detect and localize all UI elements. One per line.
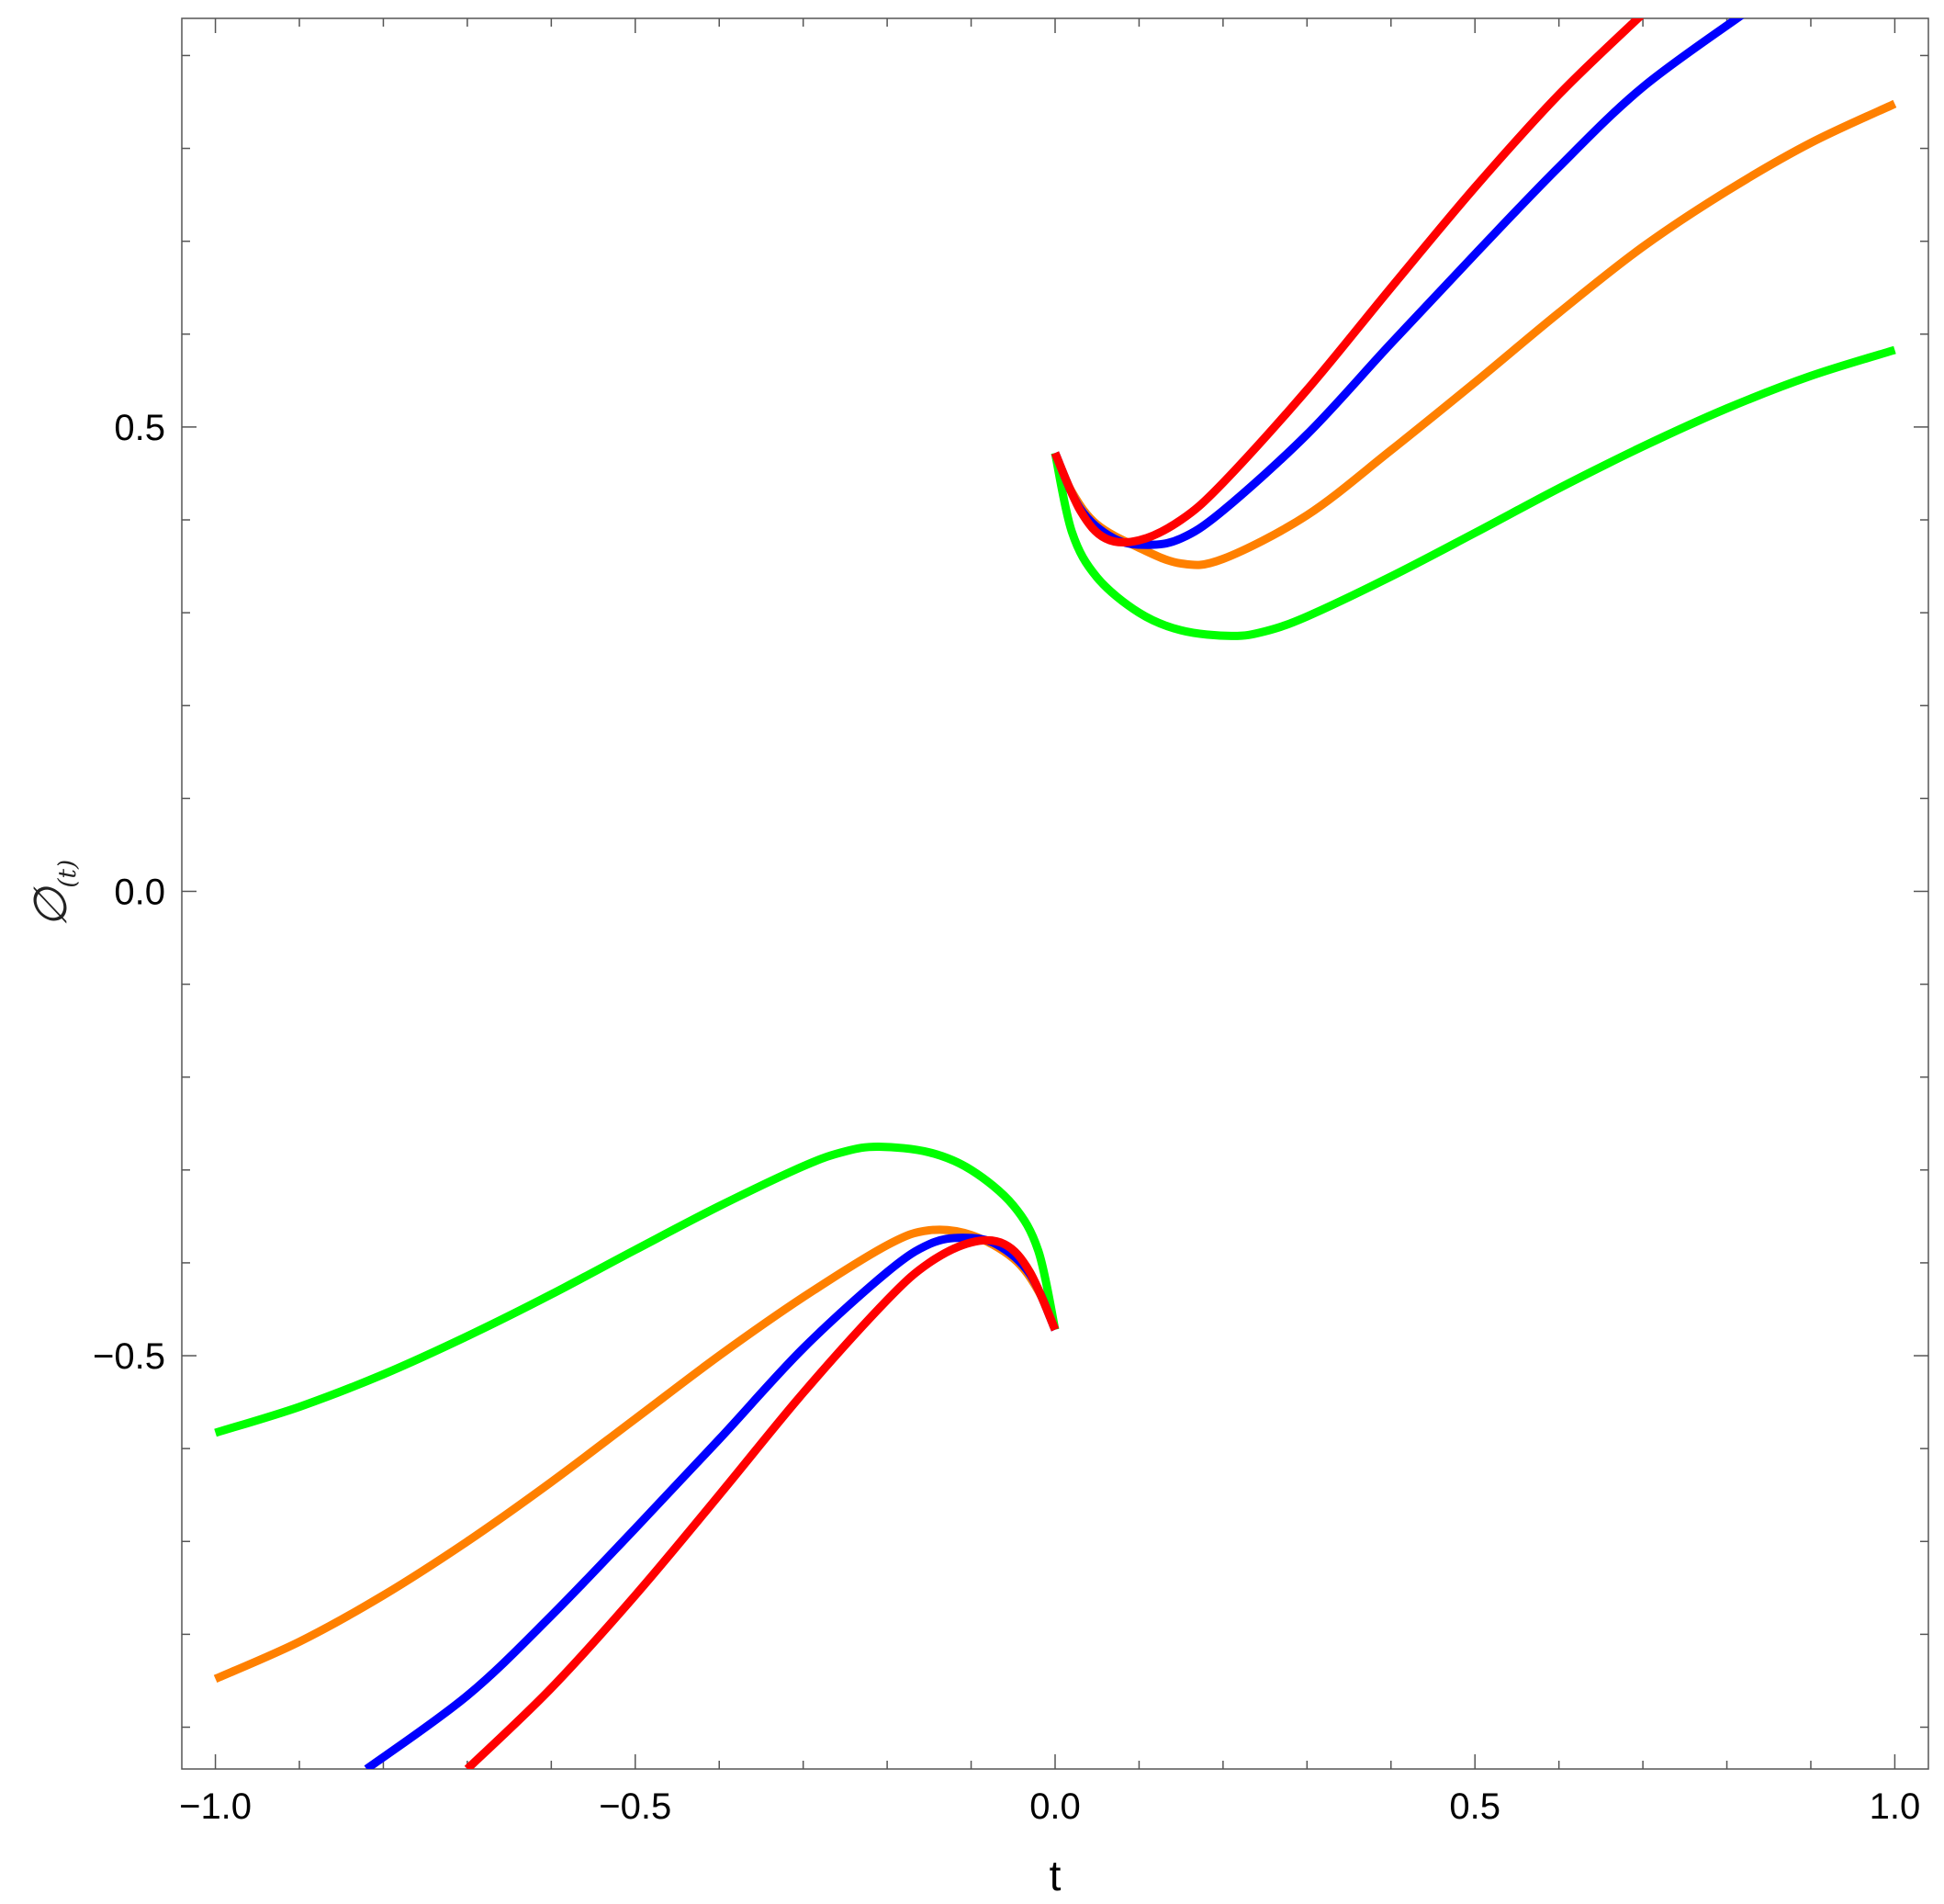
axis-ticks [182,18,1928,1769]
x-tick-label: 1.0 [1870,1786,1921,1827]
y-tick-label: 0.5 [114,408,165,448]
plot-frame [181,17,1929,1770]
series-line-1 [214,345,1896,1437]
x-tick-label: 0.5 [1449,1786,1500,1827]
series-line-3 [364,18,1745,1769]
x-tick-label: −0.5 [599,1786,671,1827]
y-tick-label: −0.5 [93,1336,165,1377]
x-tick-label: 0.0 [1029,1786,1081,1827]
tick-labels: −1.0 −0.5 0.0 0.5 1.0 −0.5 0.0 0.5 [93,408,1920,1827]
x-tick-label: −1.0 [179,1786,252,1827]
y-tick-label: 0.0 [114,872,165,912]
series-line-2 [213,99,1897,1684]
x-axis-title: t [1050,1852,1062,1899]
svg-text:∅(t): ∅(t) [24,860,82,928]
series-group [213,18,1897,1769]
series-line-4 [464,18,1645,1769]
y-axis-title-main: ∅ [24,885,77,928]
y-axis-title: ∅(t) [24,860,82,928]
y-axis-title-sub: (t) [54,860,82,888]
